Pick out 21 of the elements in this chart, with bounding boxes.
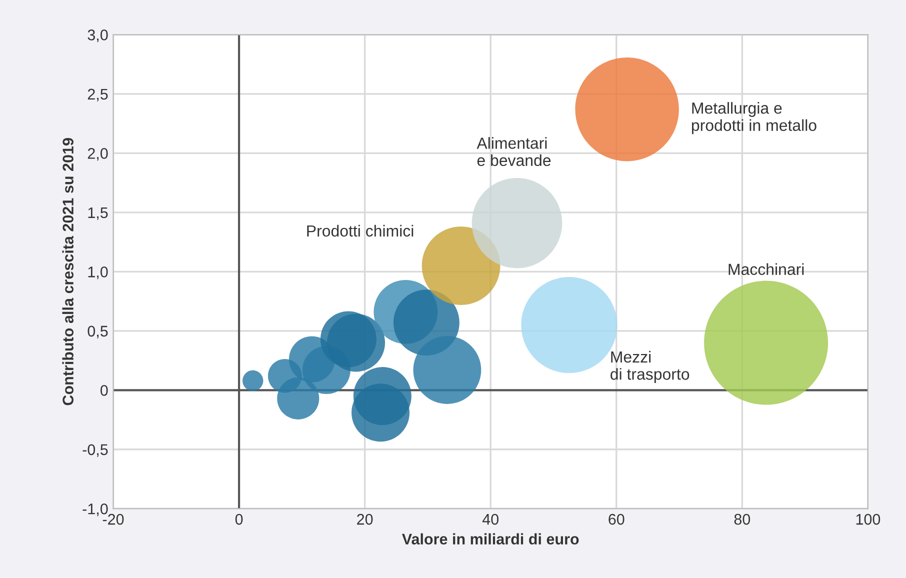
x-tick-label: 20 [357,514,373,525]
annotation: Macchinari [728,263,804,275]
x-tick-label: 80 [734,514,750,525]
y-tick-label: 1,5 [88,207,108,220]
x-tick-label: 100 [856,514,880,525]
x-tick-label: 0 [235,514,243,525]
y-tick-label: 1,0 [88,266,108,280]
y-tick-label: 0 [100,385,108,396]
y-tick-label: -0,5 [82,444,108,457]
y-tick-label: 0,5 [88,326,108,338]
y-tick-label: 2,5 [88,88,108,102]
x-tick-label: 40 [482,514,498,525]
y-tick-label: 3,0 [88,30,108,42]
x-axis-title: Valore in miliardi di euro [402,533,579,545]
annotation: Prodotti chimici [307,224,414,237]
y-tick-label: 2,0 [88,148,108,161]
annotation: Metallurgia e prodotti in metallo [692,102,816,134]
y-axis-title: Contributo alla crescita 2021 su 2019 [62,138,74,406]
x-tick-label: 60 [608,514,624,525]
annotation: Alimentari e bevande [476,137,551,166]
annotation: Mezzi di trasporto [610,350,690,383]
